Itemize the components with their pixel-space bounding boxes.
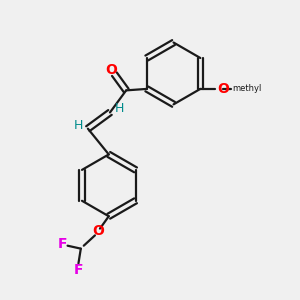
Text: O: O xyxy=(106,63,117,77)
Text: H: H xyxy=(74,118,83,132)
Text: F: F xyxy=(58,237,67,251)
Text: O: O xyxy=(92,224,104,238)
Text: methyl: methyl xyxy=(233,84,262,93)
Text: H: H xyxy=(115,102,124,116)
Text: F: F xyxy=(74,263,83,277)
Text: O: O xyxy=(217,82,229,96)
